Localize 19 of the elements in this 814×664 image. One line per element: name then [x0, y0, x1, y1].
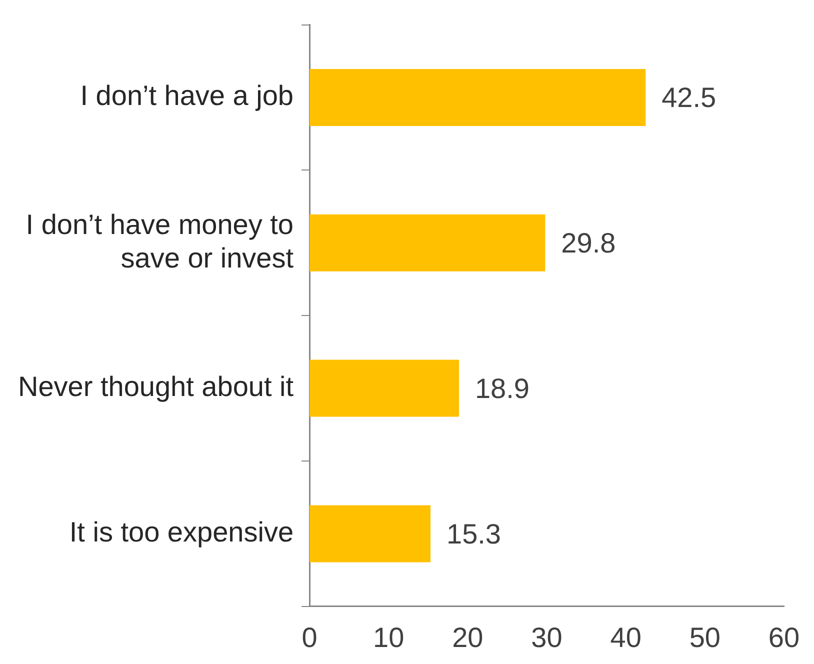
- bar: [310, 505, 431, 562]
- x-tick-label: 30: [531, 622, 562, 653]
- x-tick-label: 10: [373, 622, 404, 653]
- data-label: 15.3: [446, 518, 502, 550]
- x-tick-label: 60: [768, 622, 800, 653]
- y-tick-label: I don’t have money to save or invest: [26, 208, 294, 274]
- y-tick-label: I don’t have a job: [80, 80, 294, 112]
- x-tick-label: 40: [610, 622, 642, 653]
- x-tick-label: 50: [689, 622, 720, 653]
- x-tick-label: 0: [302, 622, 318, 653]
- x-tick-label: 20: [452, 622, 484, 653]
- data-label: 18.9: [474, 373, 530, 404]
- y-tick-label: Never thought about it: [18, 371, 294, 402]
- bar: [310, 360, 459, 417]
- y-tick-label: It is too expensive: [69, 516, 294, 548]
- bar: [310, 69, 646, 126]
- data-label: 42.5: [662, 82, 716, 114]
- data-label: 29.8: [561, 228, 616, 259]
- bar: [310, 214, 546, 272]
